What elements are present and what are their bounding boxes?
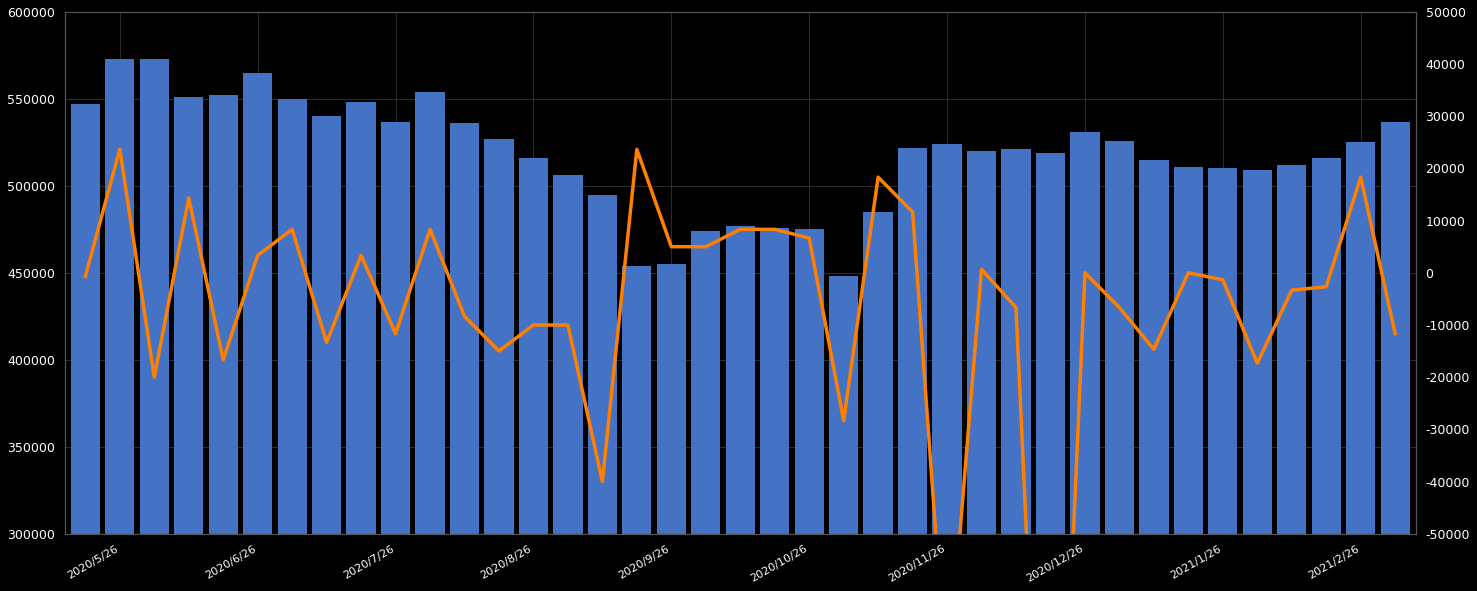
Bar <box>1346 142 1375 591</box>
Bar <box>312 116 341 591</box>
Bar <box>898 148 928 591</box>
Bar <box>1071 132 1099 591</box>
Bar <box>518 158 548 591</box>
Bar <box>761 228 789 591</box>
Bar <box>105 59 134 591</box>
Bar <box>725 226 755 591</box>
Bar <box>864 212 892 591</box>
Bar <box>795 229 824 591</box>
Bar <box>829 276 858 591</box>
Bar <box>1208 168 1238 591</box>
Bar <box>554 176 582 591</box>
Bar <box>140 59 168 591</box>
Bar <box>208 95 238 591</box>
Bar <box>381 122 411 591</box>
Bar <box>1381 122 1411 591</box>
Bar <box>415 92 445 591</box>
Bar <box>174 97 204 591</box>
Bar <box>244 73 272 591</box>
Bar <box>1105 141 1134 591</box>
Bar <box>450 124 479 591</box>
Bar <box>588 194 617 591</box>
Bar <box>967 151 995 591</box>
Bar <box>1001 150 1031 591</box>
Bar <box>347 102 375 591</box>
Bar <box>622 266 651 591</box>
Bar <box>484 139 514 591</box>
Bar <box>1278 165 1306 591</box>
Bar <box>1312 158 1341 591</box>
Bar <box>691 231 721 591</box>
Bar <box>932 144 962 591</box>
Bar <box>278 99 307 591</box>
Bar <box>1174 167 1202 591</box>
Bar <box>1139 160 1168 591</box>
Bar <box>71 104 100 591</box>
Bar <box>1242 170 1272 591</box>
Bar <box>1035 153 1065 591</box>
Bar <box>657 264 685 591</box>
